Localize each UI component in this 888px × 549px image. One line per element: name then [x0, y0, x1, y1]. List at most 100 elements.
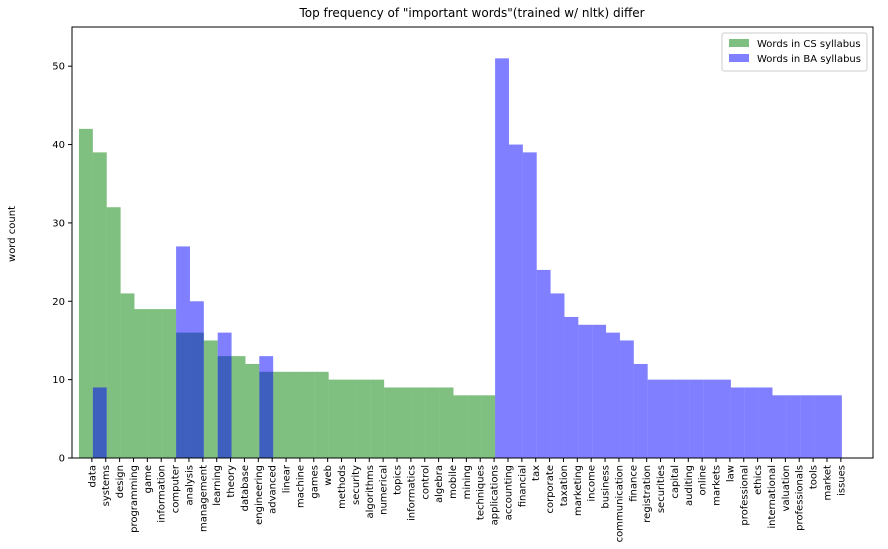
bar [162, 309, 177, 458]
x-tick-label: management [198, 465, 209, 532]
bar [481, 395, 496, 458]
bar [827, 395, 842, 458]
bar [203, 340, 218, 458]
x-tick-label: computer [171, 464, 182, 513]
bar [786, 395, 801, 458]
x-tick-label: corporate [545, 465, 556, 514]
bar [606, 332, 620, 458]
x-tick-label: registration [642, 465, 653, 523]
x-tick-label: design [115, 465, 126, 498]
x-tick-label: systems [101, 465, 112, 506]
x-tick-label: valuation [781, 465, 792, 511]
x-tick-label: auditing [684, 465, 695, 506]
legend-swatch [729, 54, 749, 62]
bar [370, 379, 385, 458]
y-tick-label: 0 [59, 454, 65, 465]
bar [717, 379, 731, 458]
x-tick-label: theory [226, 465, 237, 498]
x-tick-label: markets [712, 465, 723, 506]
x-tick-label: database [240, 465, 251, 511]
bar [425, 387, 440, 458]
x-tick-label: mining [462, 465, 473, 499]
bar [384, 387, 399, 458]
legend-label: Words in CS syllabus [757, 39, 861, 50]
bar [439, 387, 454, 458]
x-tick-label: programming [129, 465, 140, 533]
x-tick-label: professional [739, 465, 750, 526]
x-tick-label: marketing [573, 465, 584, 516]
bar [495, 58, 509, 458]
x-tick-label: techniques [476, 465, 487, 520]
bar [79, 128, 93, 458]
bar [342, 379, 357, 458]
legend-box [721, 32, 868, 72]
bar [550, 293, 565, 458]
x-tick-label: professionals [795, 465, 806, 531]
x-tick-label: online [698, 465, 709, 496]
x-tick-label: financial [517, 465, 528, 507]
x-tick-label: informatics [406, 465, 417, 521]
x-tick-label: linear [282, 464, 293, 493]
bar [536, 269, 551, 458]
bar [287, 371, 301, 458]
bar [356, 379, 371, 458]
bar [633, 363, 648, 458]
bar [120, 293, 135, 458]
x-tick-label: advanced [268, 465, 279, 514]
x-tick-label: numerical [379, 465, 390, 515]
plot-frame [71, 26, 874, 459]
bar [245, 363, 260, 458]
x-tick-label: international [767, 465, 778, 529]
x-tick-label: data [87, 465, 98, 488]
bar [647, 379, 662, 458]
bar [814, 395, 828, 458]
bar [675, 379, 690, 458]
x-tick-label: applications [490, 465, 501, 525]
x-tick-label: mobile [448, 465, 459, 499]
x-tick-label: tools [809, 465, 820, 489]
bar [467, 395, 482, 458]
x-tick-label: analysis [184, 465, 195, 506]
x-tick-label: game [143, 465, 154, 493]
legend-swatch [729, 39, 749, 47]
bar [189, 301, 204, 458]
bar [328, 379, 343, 458]
x-tick-label: machine [295, 465, 306, 508]
x-tick-label: market [822, 465, 833, 501]
bar [730, 387, 745, 458]
x-tick-label: algorithms [365, 465, 376, 518]
bar [106, 207, 121, 458]
x-tick-label: income [587, 465, 598, 502]
bar [314, 371, 329, 458]
bar [744, 387, 759, 458]
x-tick-label: capital [670, 465, 681, 499]
x-tick-label: learning [212, 465, 223, 506]
x-tick-label: algebra [434, 465, 445, 503]
bar [772, 395, 787, 458]
bar [92, 152, 107, 458]
bar [619, 340, 634, 458]
y-tick-label: 50 [52, 62, 65, 73]
bar [800, 395, 815, 458]
bar [134, 309, 149, 458]
bar [522, 152, 537, 458]
bar [703, 379, 718, 458]
bar [231, 356, 246, 458]
legend-label: Words in BA syllabus [757, 54, 861, 65]
bar [592, 324, 607, 458]
x-tick-label: security [351, 465, 362, 505]
bar [564, 316, 579, 458]
x-tick-label: business [601, 465, 612, 509]
bar [689, 379, 704, 458]
x-tick-label: tax [531, 465, 542, 481]
bar [578, 324, 593, 458]
bar [176, 246, 190, 458]
x-tick-label: issues [836, 465, 847, 496]
x-tick-label: law [725, 465, 736, 482]
bar [300, 371, 315, 458]
x-tick-label: finance [628, 465, 639, 502]
bar [259, 356, 274, 458]
bar [217, 332, 232, 458]
